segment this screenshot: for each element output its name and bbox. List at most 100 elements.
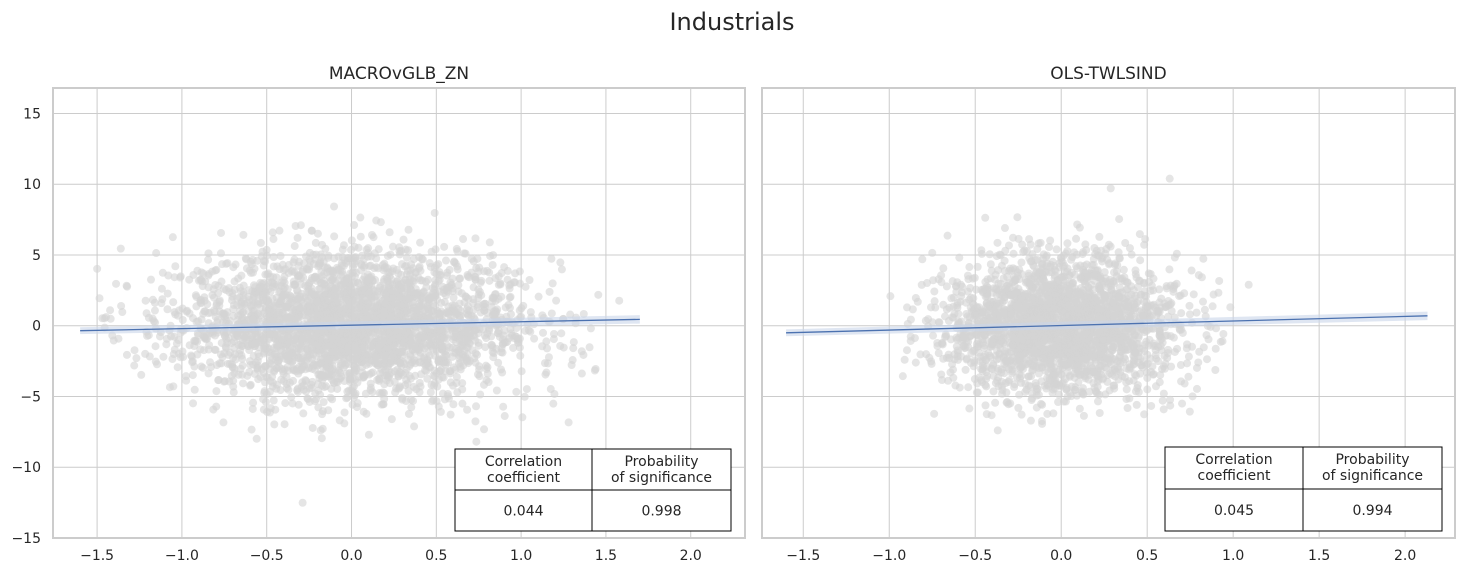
scatter-point <box>123 283 131 291</box>
scatter-point <box>123 351 131 359</box>
x-tick-label: 0.0 <box>1050 548 1072 564</box>
scatter-point <box>930 410 938 418</box>
scatter-point <box>346 283 354 291</box>
scatter-point <box>156 332 164 340</box>
scatter-point <box>375 245 383 253</box>
scatter-point <box>405 341 413 349</box>
scatter-point <box>152 342 160 350</box>
scatter-point <box>991 399 999 407</box>
scatter-point <box>443 334 451 342</box>
scatter-point <box>465 273 473 281</box>
scatter-point <box>381 336 389 344</box>
scatter-point <box>360 255 368 263</box>
scatter-point <box>453 373 461 381</box>
scatter-point <box>361 356 369 364</box>
scatter-point <box>147 276 155 284</box>
scatter-point <box>214 282 222 290</box>
scatter-point <box>324 254 332 262</box>
scatter-point <box>249 316 257 324</box>
scatter-point <box>1124 404 1132 412</box>
scatter-point <box>266 273 274 281</box>
scatter-point <box>223 308 231 316</box>
scatter-point <box>1211 366 1219 374</box>
scatter-point <box>157 299 165 307</box>
scatter-point <box>384 252 392 260</box>
scatter-point <box>928 249 936 257</box>
scatter-point <box>299 409 307 417</box>
scatter-point <box>398 348 406 356</box>
scatter-point <box>222 286 230 294</box>
scatter-point <box>351 254 359 262</box>
scatter-point <box>329 365 337 373</box>
scatter-point <box>591 366 599 374</box>
scatter-point <box>196 299 204 307</box>
scatter-point <box>452 345 460 353</box>
scatter-point <box>240 288 248 296</box>
scatter-point <box>359 294 367 302</box>
scatter-point <box>179 316 187 324</box>
scatter-point <box>273 342 281 350</box>
scatter-point <box>204 256 212 264</box>
scatter-point <box>447 411 455 419</box>
scatter-point <box>441 298 449 306</box>
scatter-point <box>578 370 586 378</box>
scatter-point <box>182 377 190 385</box>
scatter-point <box>512 388 520 396</box>
x-tick-label: −1.0 <box>872 548 906 564</box>
scatter-point <box>1096 409 1104 417</box>
scatter-point <box>254 357 262 365</box>
y-tick-label: −10 <box>11 460 41 476</box>
scatter-point <box>367 274 375 282</box>
scatter-point <box>302 252 310 260</box>
scatter-point <box>517 304 525 312</box>
scatter-point <box>546 288 554 296</box>
scatter-point <box>267 357 275 365</box>
scatter-point <box>471 417 479 425</box>
scatter-point <box>163 335 171 343</box>
scatter-point <box>1166 175 1174 183</box>
scatter-point <box>217 249 225 257</box>
scatter-point <box>171 262 179 270</box>
scatter-point <box>486 252 494 260</box>
scatter-point <box>141 350 149 358</box>
scatter-point <box>336 289 344 297</box>
scatter-point <box>331 335 339 343</box>
scatter-point <box>312 332 320 340</box>
scatter-point <box>549 279 557 287</box>
scatter-point <box>425 363 433 371</box>
scatter-point <box>370 264 378 272</box>
probability-value: 0.998 <box>641 504 681 520</box>
table-header-line: of significance <box>611 470 712 486</box>
scatter-point <box>1189 392 1197 400</box>
scatter-point <box>516 267 524 275</box>
scatter-point <box>267 404 275 412</box>
x-tick-label: 1.0 <box>510 548 532 564</box>
scatter-point <box>261 378 269 386</box>
scatter-point <box>1226 303 1234 311</box>
scatter-point <box>365 431 373 439</box>
scatter-point <box>403 254 411 262</box>
scatter-point <box>320 398 328 406</box>
scatter-point <box>299 353 307 361</box>
scatter-point <box>426 328 434 336</box>
scatter-point <box>164 290 172 298</box>
scatter-point <box>939 301 947 309</box>
scatter-point <box>353 351 361 359</box>
scatter-point <box>487 333 495 341</box>
scatter-point <box>248 426 256 434</box>
scatter-point <box>239 231 247 239</box>
scatter-point <box>1027 417 1035 425</box>
scatter-point <box>486 238 494 246</box>
scatter-point <box>420 288 428 296</box>
scatter-point <box>374 302 382 310</box>
scatter-point <box>455 360 463 368</box>
scatter-point <box>256 304 264 312</box>
scatter-point <box>1245 281 1253 289</box>
scatter-point <box>397 311 405 319</box>
scatter-point <box>233 295 241 303</box>
y-tick-label: 0 <box>32 319 41 335</box>
scatter-point <box>433 310 441 318</box>
scatter-point <box>1076 405 1084 413</box>
